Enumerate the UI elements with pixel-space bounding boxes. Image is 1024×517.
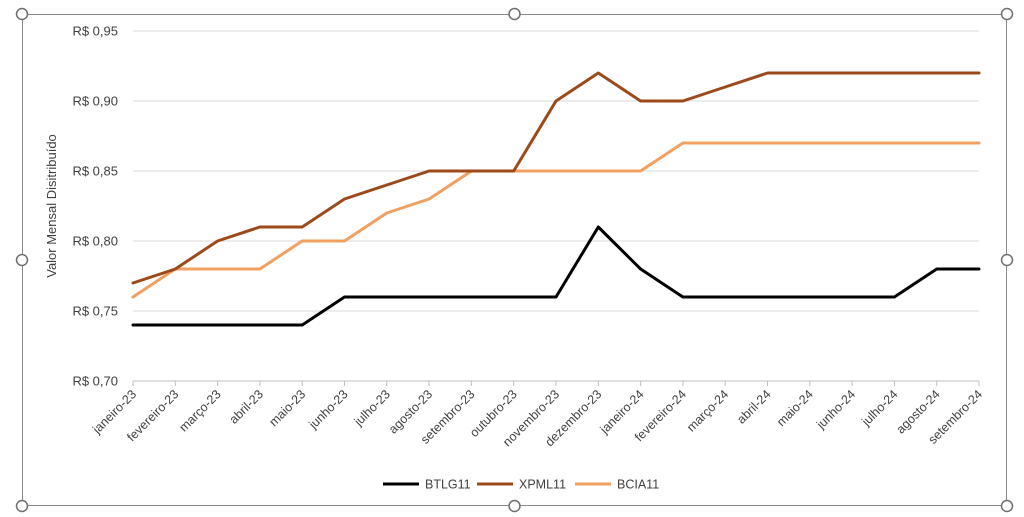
data-point-btlg11 bbox=[936, 268, 938, 270]
data-point-bcia11 bbox=[809, 142, 811, 144]
series-line-bcia11 bbox=[131, 141, 981, 299]
data-point-btlg11 bbox=[809, 296, 811, 298]
data-point-bcia11 bbox=[259, 268, 261, 270]
x-tick-label: maio-24 bbox=[774, 387, 816, 429]
data-point-btlg11 bbox=[639, 268, 641, 270]
data-point-btlg11 bbox=[301, 324, 303, 326]
data-point-btlg11 bbox=[174, 324, 176, 326]
y-tick-label: R$ 0,95 bbox=[72, 24, 118, 39]
resize-handle[interactable] bbox=[15, 253, 29, 267]
resize-handle[interactable] bbox=[1000, 253, 1014, 267]
data-point-xpml11 bbox=[428, 170, 430, 172]
data-point-xpml11 bbox=[597, 72, 599, 74]
data-point-bcia11 bbox=[682, 142, 684, 144]
data-point-bcia11 bbox=[893, 142, 895, 144]
data-point-btlg11 bbox=[343, 296, 345, 298]
data-point-xpml11 bbox=[809, 72, 811, 74]
legend-label: XPML11 bbox=[519, 478, 566, 492]
data-point-btlg11 bbox=[682, 296, 684, 298]
data-point-xpml11 bbox=[893, 72, 895, 74]
data-point-bcia11 bbox=[386, 212, 388, 214]
data-point-xpml11 bbox=[343, 198, 345, 200]
data-point-xpml11 bbox=[639, 100, 641, 102]
data-point-xpml11 bbox=[766, 72, 768, 74]
data-point-xpml11 bbox=[259, 226, 261, 228]
series-line-btlg11 bbox=[131, 225, 981, 327]
data-point-bcia11 bbox=[301, 240, 303, 242]
data-point-btlg11 bbox=[724, 296, 726, 298]
data-point-xpml11 bbox=[216, 240, 218, 242]
data-point-xpml11 bbox=[682, 100, 684, 102]
legend-label: BCIA11 bbox=[617, 478, 659, 492]
y-tick-label: R$ 0,85 bbox=[72, 164, 118, 179]
data-point-btlg11 bbox=[513, 296, 515, 298]
data-point-xpml11 bbox=[724, 86, 726, 88]
series-line-xpml11 bbox=[131, 71, 981, 285]
x-tick-label: julho-23 bbox=[351, 387, 393, 429]
data-point-btlg11 bbox=[216, 324, 218, 326]
data-point-bcia11 bbox=[936, 142, 938, 144]
data-point-btlg11 bbox=[259, 324, 261, 326]
data-point-bcia11 bbox=[766, 142, 768, 144]
resize-handle[interactable] bbox=[15, 7, 29, 21]
x-tick-label: junho-24 bbox=[813, 387, 858, 432]
data-point-btlg11 bbox=[597, 226, 599, 228]
data-point-bcia11 bbox=[978, 142, 980, 144]
data-point-xpml11 bbox=[470, 170, 472, 172]
x-tick-label: julho-24 bbox=[858, 387, 900, 429]
data-point-btlg11 bbox=[555, 296, 557, 298]
y-tick-label: R$ 0,90 bbox=[72, 94, 118, 109]
data-point-btlg11 bbox=[978, 268, 980, 270]
data-point-bcia11 bbox=[428, 198, 430, 200]
data-point-bcia11 bbox=[639, 170, 641, 172]
legend-label: BTLG11 bbox=[425, 478, 471, 492]
data-point-btlg11 bbox=[851, 296, 853, 298]
y-tick-label: R$ 0,75 bbox=[72, 304, 118, 319]
resize-handle[interactable] bbox=[1000, 499, 1014, 513]
data-point-xpml11 bbox=[851, 72, 853, 74]
data-point-btlg11 bbox=[386, 296, 388, 298]
data-point-bcia11 bbox=[555, 170, 557, 172]
data-point-bcia11 bbox=[132, 296, 134, 298]
data-point-xpml11 bbox=[386, 184, 388, 186]
data-point-xpml11 bbox=[174, 268, 176, 270]
x-tick-label: abril-24 bbox=[734, 387, 773, 426]
data-point-btlg11 bbox=[428, 296, 430, 298]
data-point-btlg11 bbox=[893, 296, 895, 298]
data-point-bcia11 bbox=[343, 240, 345, 242]
data-point-xpml11 bbox=[978, 72, 980, 74]
x-tick-label: junho-23 bbox=[306, 387, 351, 432]
y-tick-label: R$ 0,70 bbox=[72, 374, 118, 389]
data-point-bcia11 bbox=[216, 268, 218, 270]
data-point-btlg11 bbox=[470, 296, 472, 298]
resize-handle[interactable] bbox=[1000, 7, 1014, 21]
data-point-bcia11 bbox=[597, 170, 599, 172]
data-point-xpml11 bbox=[301, 226, 303, 228]
y-axis-title: Valor Mensal Disitribuído bbox=[44, 134, 59, 278]
data-point-xpml11 bbox=[555, 100, 557, 102]
y-tick-label: R$ 0,80 bbox=[72, 234, 118, 249]
data-point-btlg11 bbox=[132, 324, 134, 326]
data-point-xpml11 bbox=[132, 282, 134, 284]
data-point-bcia11 bbox=[724, 142, 726, 144]
data-point-btlg11 bbox=[766, 296, 768, 298]
x-tick-label: abril-23 bbox=[227, 387, 266, 426]
x-tick-label: março-23 bbox=[176, 387, 223, 434]
resize-handle[interactable] bbox=[508, 7, 521, 21]
data-point-bcia11 bbox=[851, 142, 853, 144]
resize-handle[interactable] bbox=[15, 499, 29, 513]
x-tick-label: março-24 bbox=[684, 387, 731, 434]
data-point-xpml11 bbox=[513, 170, 515, 172]
resize-handle[interactable] bbox=[508, 499, 521, 513]
data-point-xpml11 bbox=[936, 72, 938, 74]
x-tick-label: maio-23 bbox=[266, 387, 308, 429]
